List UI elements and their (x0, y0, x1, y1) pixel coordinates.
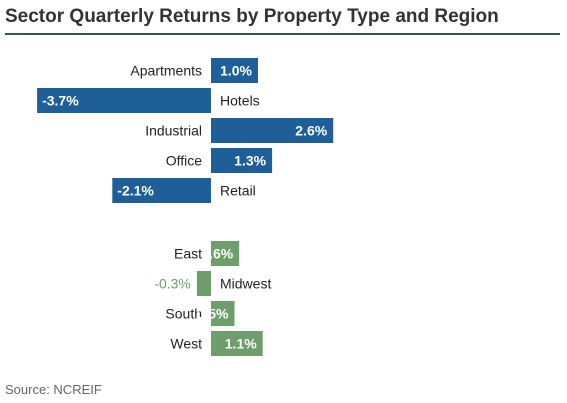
property-bar-apartments (211, 58, 258, 83)
property-category-label: Industrial (145, 123, 202, 139)
region-bar-east (211, 241, 240, 266)
property-category-label: Office (166, 153, 203, 169)
source-note: Source: NCREIF (5, 382, 102, 397)
property-value-label: -2.1% (117, 183, 154, 199)
property-value-label: 1.3% (234, 153, 266, 169)
region-bar-south (211, 301, 235, 326)
region-category-label: East (174, 246, 202, 262)
region-category-label: West (170, 336, 202, 352)
region-value-label: -0.3% (154, 276, 191, 292)
region-bar-midwest (196, 271, 211, 296)
property-bar-industrial (211, 118, 334, 143)
property-value-label: 2.6% (295, 123, 327, 139)
region-value-label: 0.5% (197, 306, 229, 322)
region-bar-west (211, 331, 263, 356)
region-value-label: 0.6% (201, 246, 233, 262)
property-value-label: 1.0% (220, 63, 252, 79)
region-category-label: South (165, 306, 202, 322)
property-category-label: Apartments (130, 63, 202, 79)
property-bar-office (211, 148, 273, 173)
property-category-label: Retail (220, 183, 256, 199)
property-bar-retail (112, 178, 211, 203)
chart-title: Sector Quarterly Returns by Property Typ… (5, 6, 499, 27)
property-category-label: Hotels (220, 93, 260, 109)
title-divider (5, 33, 560, 35)
region-category-label: Midwest (220, 276, 271, 292)
region-value-label: 1.1% (225, 336, 257, 352)
property-bar-hotels (37, 88, 211, 113)
property-value-label: -3.7% (42, 93, 79, 109)
